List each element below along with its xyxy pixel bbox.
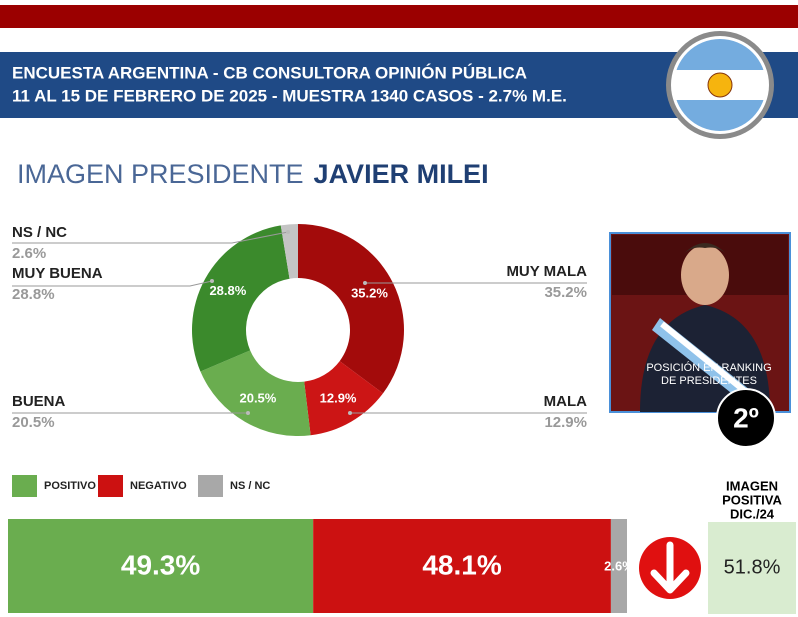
donut-slice — [200, 350, 311, 436]
slice-label: 35.2% — [351, 286, 388, 301]
leader-line — [12, 231, 289, 244]
leader-dot — [286, 230, 290, 234]
donut-slice — [298, 224, 405, 394]
title: IMAGEN PRESIDENTE JAVIER MILEI — [17, 159, 489, 189]
previous-label: POSITIVA — [722, 492, 782, 507]
category-value: 20.5% — [12, 414, 55, 431]
ranking-label: DE PRESIDENTES — [661, 375, 757, 387]
category-value: 35.2% — [544, 284, 587, 301]
donut-slice — [280, 224, 298, 279]
legend-swatch — [98, 475, 123, 497]
category-value: 12.9% — [544, 414, 587, 431]
leader-dot — [210, 279, 214, 283]
title-text: IMAGEN PRESIDENTE — [17, 159, 304, 189]
legend-label: POSITIVO — [44, 480, 96, 492]
category-label: MUY MALA — [506, 263, 587, 280]
leader-dot — [363, 281, 367, 285]
slice-label: 28.8% — [209, 283, 246, 298]
ranking-position: 2º — [733, 402, 759, 433]
category-label: MALA — [544, 393, 587, 410]
top-band — [0, 5, 798, 28]
bar-segment — [610, 519, 627, 613]
ranking-badge — [716, 388, 776, 448]
bar-label: 48.1% — [422, 549, 501, 580]
leader-dot — [348, 411, 352, 415]
donut-slice — [304, 361, 383, 436]
slice-label: 20.5% — [239, 391, 276, 406]
leader-line — [12, 280, 213, 287]
flag — [666, 31, 774, 139]
category-label: MUY BUENA — [12, 265, 103, 282]
title-name: JAVIER MILEI — [314, 159, 489, 189]
photo — [609, 232, 791, 413]
bar-label: 49.3% — [121, 549, 200, 580]
category-value: 2.6% — [12, 245, 46, 262]
legend-swatch — [12, 475, 37, 497]
header-line: ENCUESTA ARGENTINA - CB CONSULTORA OPINI… — [12, 63, 527, 82]
leader-dot — [246, 411, 250, 415]
category-label: BUENA — [12, 393, 66, 410]
legend-label: NS / NC — [230, 480, 270, 492]
header-band — [0, 52, 798, 118]
header-line: 11 AL 15 DE FEBRERO DE 2025 - MUESTRA 13… — [12, 86, 567, 105]
category-value: 28.8% — [12, 286, 55, 303]
ranking-label: POSICIÓN EN RANKING — [646, 361, 771, 374]
category-label: NS / NC — [12, 224, 67, 241]
legend-swatch — [198, 475, 223, 497]
previous-box — [708, 522, 796, 614]
bar-label: 2.6% — [604, 558, 634, 573]
bar-segment — [8, 519, 314, 613]
slice-label: 12.9% — [320, 391, 357, 406]
previous-value: 51.8% — [724, 556, 781, 578]
previous-label: DIC./24 — [730, 506, 775, 521]
donut-slice — [192, 225, 290, 372]
bar-segment — [313, 519, 611, 613]
legend-label: NEGATIVO — [130, 480, 187, 492]
previous-label: IMAGEN — [726, 478, 778, 493]
trend-arrow — [650, 541, 690, 594]
